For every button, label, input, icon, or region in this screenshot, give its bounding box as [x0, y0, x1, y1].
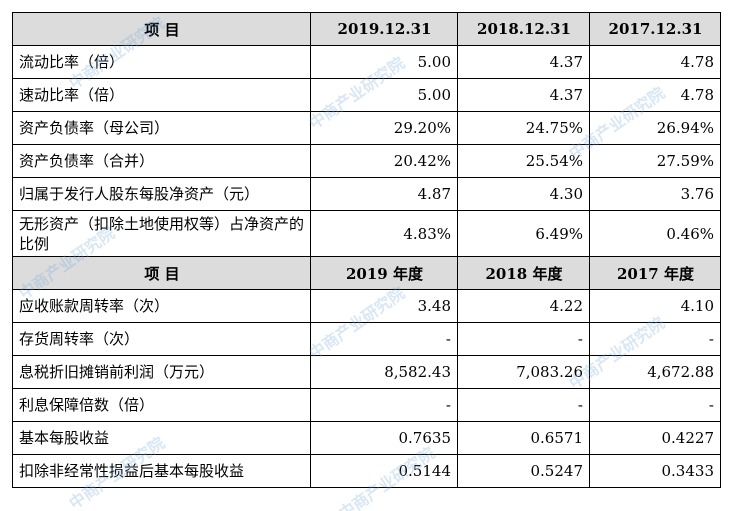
table-row: 基本每股收益 0.7635 0.6571 0.4227 [12, 421, 721, 455]
row-label: 资产负债率（合并） [12, 144, 311, 178]
cell-2017: 4.78 [589, 78, 721, 112]
table-row: 利息保障倍数（倍） - - - [12, 388, 721, 422]
row-label: 利息保障倍数（倍） [12, 388, 311, 422]
cell-2019: 0.7635 [310, 421, 458, 455]
cell-2018: 4.30 [457, 177, 590, 211]
table-row: 存货周转率（次） - - - [12, 322, 721, 356]
table-row: 扣除非经常性损益后基本每股收益 0.5144 0.5247 0.3433 [12, 454, 721, 488]
cell-2017: 0.46% [589, 210, 721, 257]
cell-2018: 6.49% [457, 210, 590, 257]
financial-indicators-table-wrapper: 项 目 2019.12.31 2018.12.31 2017.12.31 流动比… [12, 12, 721, 488]
row-label: 归属于发行人股东每股净资产（元） [12, 177, 311, 211]
cell-2017: 0.4227 [589, 421, 721, 455]
cell-2018: 4.37 [457, 45, 590, 79]
cell-2017: 4.78 [589, 45, 721, 79]
cell-2018: - [457, 388, 590, 422]
cell-2018: 0.5247 [457, 454, 590, 488]
header-item: 项 目 [12, 256, 311, 290]
cell-2017: - [589, 388, 721, 422]
cell-2018: 7,083.26 [457, 355, 590, 389]
row-label: 基本每股收益 [12, 421, 311, 455]
cell-2019: 5.00 [310, 78, 458, 112]
cell-2017: 27.59% [589, 144, 721, 178]
table-row: 息税折旧摊销前利润（万元） 8,582.43 7,083.26 4,672.88 [12, 355, 721, 389]
row-label: 无形资产（扣除土地使用权等）占净资产的比例 [12, 210, 311, 257]
cell-2019: - [310, 322, 458, 356]
header-year-2017: 2017 年度 [589, 256, 721, 290]
cell-2019: 20.42% [310, 144, 458, 178]
table-row: 资产负债率（合并） 20.42% 25.54% 27.59% [12, 144, 721, 178]
cell-2019: 5.00 [310, 45, 458, 79]
cell-2017: 4,672.88 [589, 355, 721, 389]
cell-2018: 4.22 [457, 289, 590, 323]
header-row-2: 项 目 2019 年度 2018 年度 2017 年度 [12, 256, 721, 290]
header-row-1: 项 目 2019.12.31 2018.12.31 2017.12.31 [12, 12, 721, 46]
header-year-2018: 2018.12.31 [457, 12, 590, 46]
header-item: 项 目 [12, 12, 311, 46]
cell-2018: - [457, 322, 590, 356]
cell-2018: 4.37 [457, 78, 590, 112]
cell-2019: 8,582.43 [310, 355, 458, 389]
table-row: 归属于发行人股东每股净资产（元） 4.87 4.30 3.76 [12, 177, 721, 211]
row-label: 流动比率（倍） [12, 45, 311, 79]
cell-2017: - [589, 322, 721, 356]
row-label: 资产负债率（母公司） [12, 111, 311, 145]
header-year-2018: 2018 年度 [457, 256, 590, 290]
cell-2018: 0.6571 [457, 421, 590, 455]
row-label: 扣除非经常性损益后基本每股收益 [12, 454, 311, 488]
header-year-2017: 2017.12.31 [589, 12, 721, 46]
cell-2019: 4.83% [310, 210, 458, 257]
cell-2017: 3.76 [589, 177, 721, 211]
table-row: 应收账款周转率（次） 3.48 4.22 4.10 [12, 289, 721, 323]
header-year-2019: 2019 年度 [310, 256, 458, 290]
cell-2018: 24.75% [457, 111, 590, 145]
cell-2019: 0.5144 [310, 454, 458, 488]
table-row: 无形资产（扣除土地使用权等）占净资产的比例 4.83% 6.49% 0.46% [12, 210, 721, 257]
cell-2019: - [310, 388, 458, 422]
row-label: 速动比率（倍） [12, 78, 311, 112]
financial-indicators-table: 项 目 2019.12.31 2018.12.31 2017.12.31 流动比… [12, 12, 721, 488]
table-row: 资产负债率（母公司） 29.20% 24.75% 26.94% [12, 111, 721, 145]
table-row: 流动比率（倍） 5.00 4.37 4.78 [12, 45, 721, 79]
cell-2019: 4.87 [310, 177, 458, 211]
row-label: 存货周转率（次） [12, 322, 311, 356]
cell-2017: 4.10 [589, 289, 721, 323]
table-row: 速动比率（倍） 5.00 4.37 4.78 [12, 78, 721, 112]
cell-2019: 3.48 [310, 289, 458, 323]
cell-2018: 25.54% [457, 144, 590, 178]
header-year-2019: 2019.12.31 [310, 12, 458, 46]
cell-2017: 0.3433 [589, 454, 721, 488]
row-label: 应收账款周转率（次） [12, 289, 311, 323]
row-label: 息税折旧摊销前利润（万元） [12, 355, 311, 389]
cell-2017: 26.94% [589, 111, 721, 145]
cell-2019: 29.20% [310, 111, 458, 145]
